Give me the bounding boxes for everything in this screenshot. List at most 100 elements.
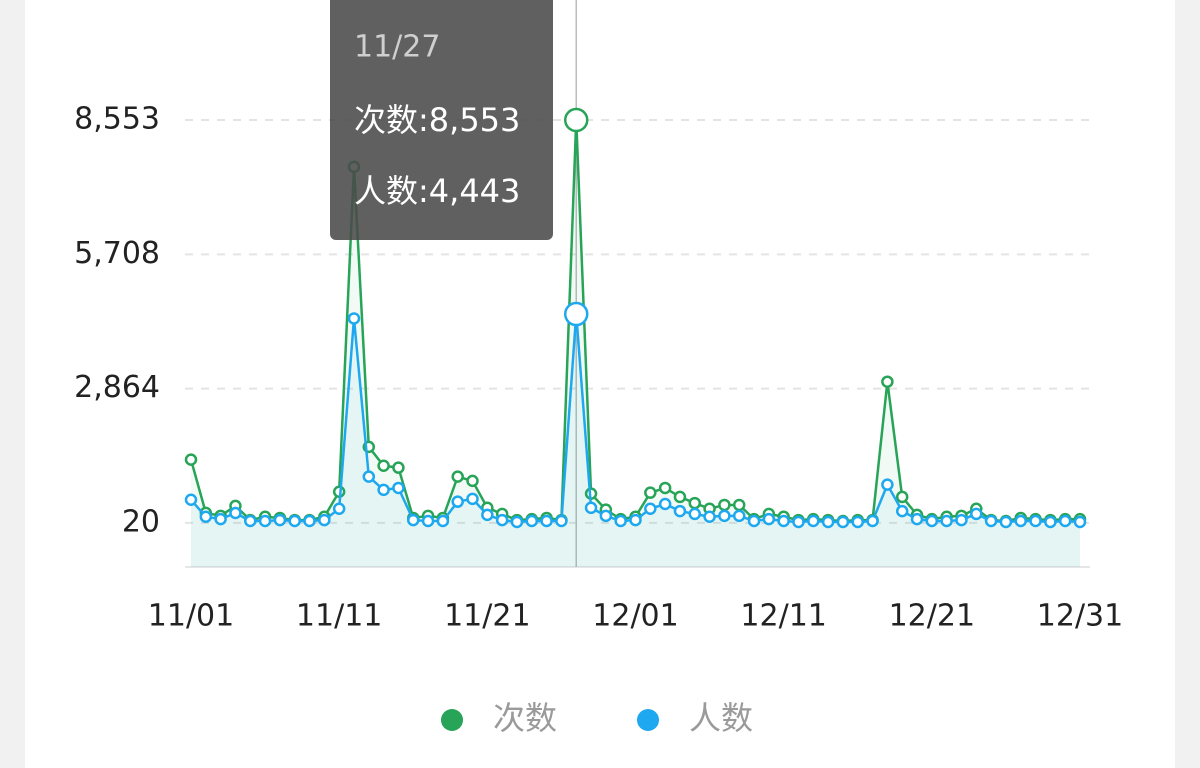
tooltip-box: [330, 0, 553, 240]
legend-marker: [637, 709, 659, 731]
x-tick-label: 12/31: [1037, 599, 1123, 634]
point: [377, 483, 390, 497]
point: [910, 512, 924, 526]
point: [688, 496, 702, 510]
x-tick-label: 11/01: [148, 599, 234, 634]
point: [970, 507, 983, 521]
point: [1073, 515, 1087, 529]
point: [392, 481, 405, 495]
point: [866, 514, 879, 528]
area: [191, 120, 1080, 567]
point: [895, 490, 909, 504]
point: [451, 470, 464, 483]
point: [584, 501, 598, 515]
point: [199, 510, 213, 524]
point: [644, 486, 657, 499]
y-tick-label: 5,708: [74, 236, 160, 271]
point: [244, 514, 257, 528]
point: [688, 507, 702, 521]
tooltip: 11/27 次数:8,553 人数:4,443: [330, 0, 553, 240]
point: [762, 512, 776, 526]
point: [525, 514, 539, 528]
x-tick-label: 12/21: [889, 599, 975, 634]
point: [851, 515, 864, 529]
point: [184, 493, 198, 507]
tooltip-entry: 人数:4,443: [354, 172, 520, 210]
line: [190, 313, 1081, 524]
point: [732, 498, 746, 512]
point: [614, 514, 627, 528]
point: [451, 495, 464, 508]
point: [1029, 514, 1042, 528]
point: [466, 492, 479, 506]
area: [191, 314, 1080, 567]
point: [658, 497, 672, 511]
point: [718, 509, 731, 523]
point: [421, 514, 435, 528]
point: [673, 490, 687, 504]
point: [303, 514, 316, 528]
x-tick-label: 11/21: [444, 599, 530, 634]
y-tick-label: 20: [122, 504, 160, 539]
point: [599, 509, 613, 523]
card: [25, 0, 1175, 768]
point: [540, 514, 553, 528]
point: [703, 510, 716, 524]
point: [807, 514, 820, 528]
point: [436, 514, 450, 528]
point: [792, 515, 805, 529]
point: [747, 514, 761, 528]
point: [1044, 515, 1057, 529]
point: [718, 498, 731, 512]
x-tick-label: 12/11: [740, 599, 826, 634]
point: [258, 514, 272, 528]
point: [273, 513, 287, 527]
point: [895, 504, 909, 518]
line: [189, 119, 1080, 523]
tooltip-entry: 次数:8,553: [354, 101, 520, 139]
point: [563, 107, 589, 133]
point: [392, 461, 405, 474]
point: [673, 504, 687, 518]
point: [881, 478, 894, 491]
point: [925, 514, 939, 528]
point: [510, 515, 524, 529]
legend-label: 次数: [493, 699, 557, 737]
y-tick-label: 8,553: [74, 102, 160, 137]
point: [629, 513, 642, 527]
point: [1058, 514, 1072, 528]
point: [940, 514, 953, 528]
point: [836, 515, 850, 529]
point: [732, 509, 746, 523]
point: [777, 514, 790, 528]
point: [347, 312, 361, 325]
point: [481, 508, 494, 522]
point: [955, 513, 968, 527]
point: [821, 515, 835, 529]
y-tick-label: 2,864: [74, 370, 160, 405]
x-tick-label: 11/11: [296, 599, 382, 634]
point: [644, 502, 657, 515]
point: [555, 514, 568, 528]
point: [495, 513, 509, 527]
legend-marker: [441, 709, 463, 731]
point: [332, 502, 346, 515]
tooltip-title: 11/27: [354, 30, 440, 65]
point: [563, 301, 589, 327]
point: [1014, 514, 1027, 528]
point: [407, 513, 420, 527]
point: [184, 453, 198, 466]
legend-label: 人数: [689, 699, 753, 737]
point: [229, 506, 242, 520]
point: [377, 459, 390, 473]
point: [318, 513, 331, 527]
x-tick-label: 12/01: [592, 599, 678, 634]
point: [214, 512, 227, 526]
point: [288, 514, 301, 528]
point: [881, 375, 894, 388]
point: [984, 514, 998, 528]
point: [466, 474, 479, 488]
point: [999, 515, 1013, 529]
